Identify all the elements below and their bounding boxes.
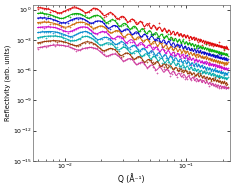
X-axis label: Q (Å⁻¹): Q (Å⁻¹) <box>118 174 145 184</box>
Y-axis label: Reflectivity (arb. units): Reflectivity (arb. units) <box>5 45 11 121</box>
